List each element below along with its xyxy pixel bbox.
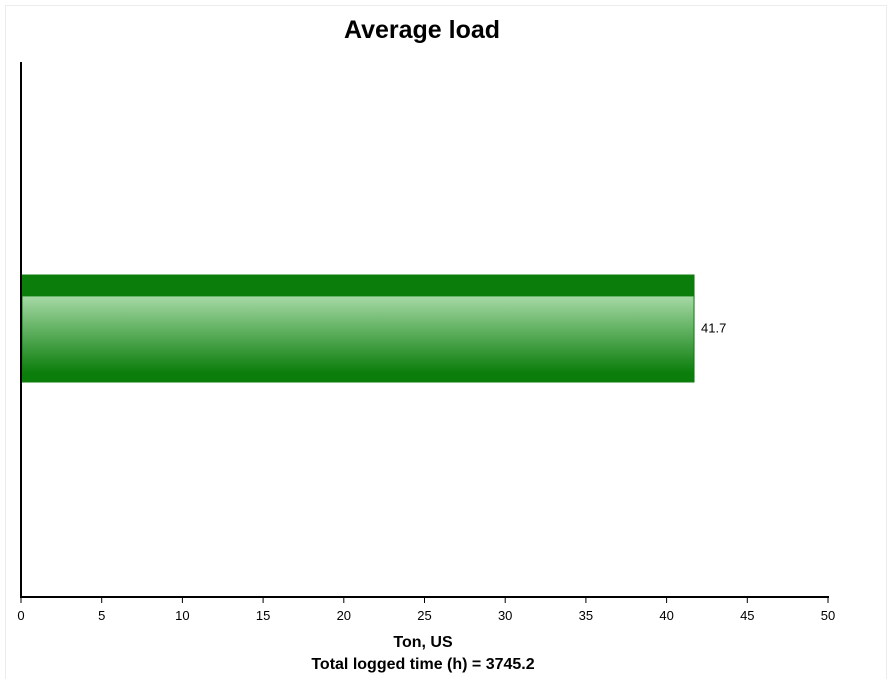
value-labels-group: 41.7 bbox=[701, 321, 726, 336]
x-tick-label: 10 bbox=[175, 608, 189, 623]
x-tick-label: 5 bbox=[98, 608, 105, 623]
total-time-footnote: Total logged time (h) = 3745.2 bbox=[311, 656, 534, 673]
x-tick-label: 25 bbox=[417, 608, 431, 623]
chart-title: Average load bbox=[344, 16, 500, 44]
x-tick-label: 45 bbox=[740, 608, 754, 623]
bar bbox=[21, 274, 695, 383]
x-tick-label: 35 bbox=[579, 608, 593, 623]
x-tick-label: 50 bbox=[821, 608, 835, 623]
bar-value-label: 41.7 bbox=[701, 321, 726, 336]
x-tick-label: 40 bbox=[659, 608, 673, 623]
x-tick-label: 20 bbox=[337, 608, 351, 623]
bars-group bbox=[21, 274, 695, 383]
x-ticks-group: 0 5 10 15 20 25 30 35 40 45 50 bbox=[17, 597, 835, 623]
x-tick-label: 15 bbox=[256, 608, 270, 623]
x-axis-label: Ton, US bbox=[393, 634, 453, 651]
x-tick-label: 0 bbox=[17, 608, 24, 623]
x-tick-label: 30 bbox=[498, 608, 512, 623]
